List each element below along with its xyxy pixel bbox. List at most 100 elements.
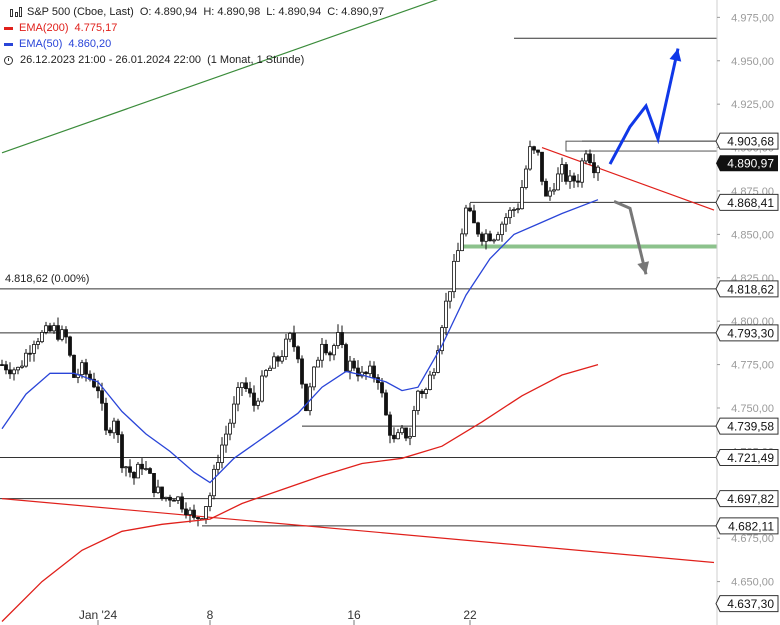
candle: [268, 365, 272, 371]
candle: [396, 428, 400, 440]
candle: [468, 202, 472, 213]
level-price-tag-text: 4.793,30: [727, 326, 774, 340]
candle-body: [68, 336, 72, 356]
candle-body: [444, 300, 448, 329]
candle-body: [508, 209, 512, 219]
candle: [364, 371, 368, 380]
ema50-line: [1, 199, 599, 484]
candle: [264, 369, 268, 378]
candle: [460, 228, 464, 252]
ema200-line: [1, 363, 599, 622]
candle: [532, 145, 536, 155]
candle: [140, 458, 144, 475]
candle: [444, 292, 448, 336]
candle-body: [132, 471, 136, 479]
candle-body: [532, 146, 536, 151]
candle-body: [28, 352, 32, 355]
candle-body: [104, 402, 108, 431]
candle: [488, 230, 492, 242]
candle-body: [436, 350, 440, 373]
candle: [284, 333, 288, 361]
x-tick-label: 8: [207, 608, 214, 622]
candle: [564, 161, 568, 185]
candle: [72, 354, 76, 378]
candle: [296, 345, 300, 364]
short-downtrend-line: [541, 147, 715, 211]
candle-body: [484, 233, 488, 242]
candle-body: [156, 486, 160, 494]
candle: [48, 322, 52, 333]
candle-body: [96, 386, 100, 392]
candle: [220, 437, 224, 469]
candle: [592, 154, 596, 179]
candle: [376, 374, 380, 390]
candle: [352, 358, 356, 371]
candle-body: [404, 427, 408, 439]
candle-body: [204, 506, 208, 520]
candle-body: [528, 146, 532, 170]
candle-body: [8, 369, 12, 375]
y-tick-label: 4.775,00: [731, 360, 774, 372]
y-tick-label: 4.650,00: [731, 577, 774, 589]
symbol-name: S&P 500 (Cboe, Last): [27, 6, 134, 18]
candle-body: [192, 509, 196, 518]
candle-body: [60, 329, 64, 340]
fib-label: 4.818,62 (0.00%): [5, 273, 89, 285]
candle-body: [412, 410, 416, 437]
candle-body: [364, 371, 368, 375]
candle: [160, 486, 164, 501]
candle-body: [196, 517, 200, 520]
candle: [236, 382, 240, 412]
lower-price-tag-text: 4.637,30: [727, 597, 774, 611]
candle: [60, 325, 64, 342]
candle-body: [116, 420, 120, 436]
candle: [436, 345, 440, 374]
candle: [560, 157, 564, 183]
candle: [588, 149, 592, 165]
candle: [164, 496, 168, 502]
candle: [288, 331, 292, 343]
candle-body: [252, 392, 256, 406]
candle-body: [52, 325, 56, 332]
candle: [120, 431, 124, 473]
candle-body: [80, 362, 84, 376]
candle-body: [548, 190, 552, 197]
candle-body: [396, 432, 400, 440]
candle: [300, 355, 304, 389]
candle: [112, 417, 116, 439]
ema200-label: EMA(200): [19, 22, 69, 34]
candle-body: [140, 463, 144, 470]
long-downtrend-line: [1, 498, 715, 564]
candle-body: [388, 414, 392, 436]
candle: [384, 389, 388, 416]
candle-body: [4, 364, 8, 371]
candle: [304, 383, 308, 412]
candle-body: [540, 151, 544, 182]
bullish-projection-arrow: [608, 48, 680, 165]
level-price-tag: 4.682,11: [715, 517, 779, 535]
candle-body: [44, 325, 48, 333]
candle-body: [296, 346, 300, 360]
level-price-tag-text: 4.739,58: [727, 420, 774, 434]
candle: [548, 187, 552, 201]
last-price-tag-text: 4.890,97: [727, 157, 774, 171]
candle-body: [136, 463, 140, 479]
candle: [516, 203, 520, 214]
candle: [540, 151, 544, 186]
candle-body: [328, 352, 332, 356]
candle: [64, 326, 68, 344]
candle-body: [304, 383, 308, 412]
candle: [20, 360, 24, 369]
level-price-tag: 4.818,62: [715, 280, 779, 298]
candle-body: [112, 420, 116, 434]
candle: [244, 377, 248, 393]
candle: [344, 342, 348, 373]
candle-body: [272, 356, 276, 369]
candle: [424, 387, 428, 399]
candle-body: [400, 427, 404, 434]
candle-body: [16, 366, 20, 371]
candle: [144, 461, 148, 471]
candle-body: [248, 388, 252, 394]
candle: [128, 459, 132, 478]
